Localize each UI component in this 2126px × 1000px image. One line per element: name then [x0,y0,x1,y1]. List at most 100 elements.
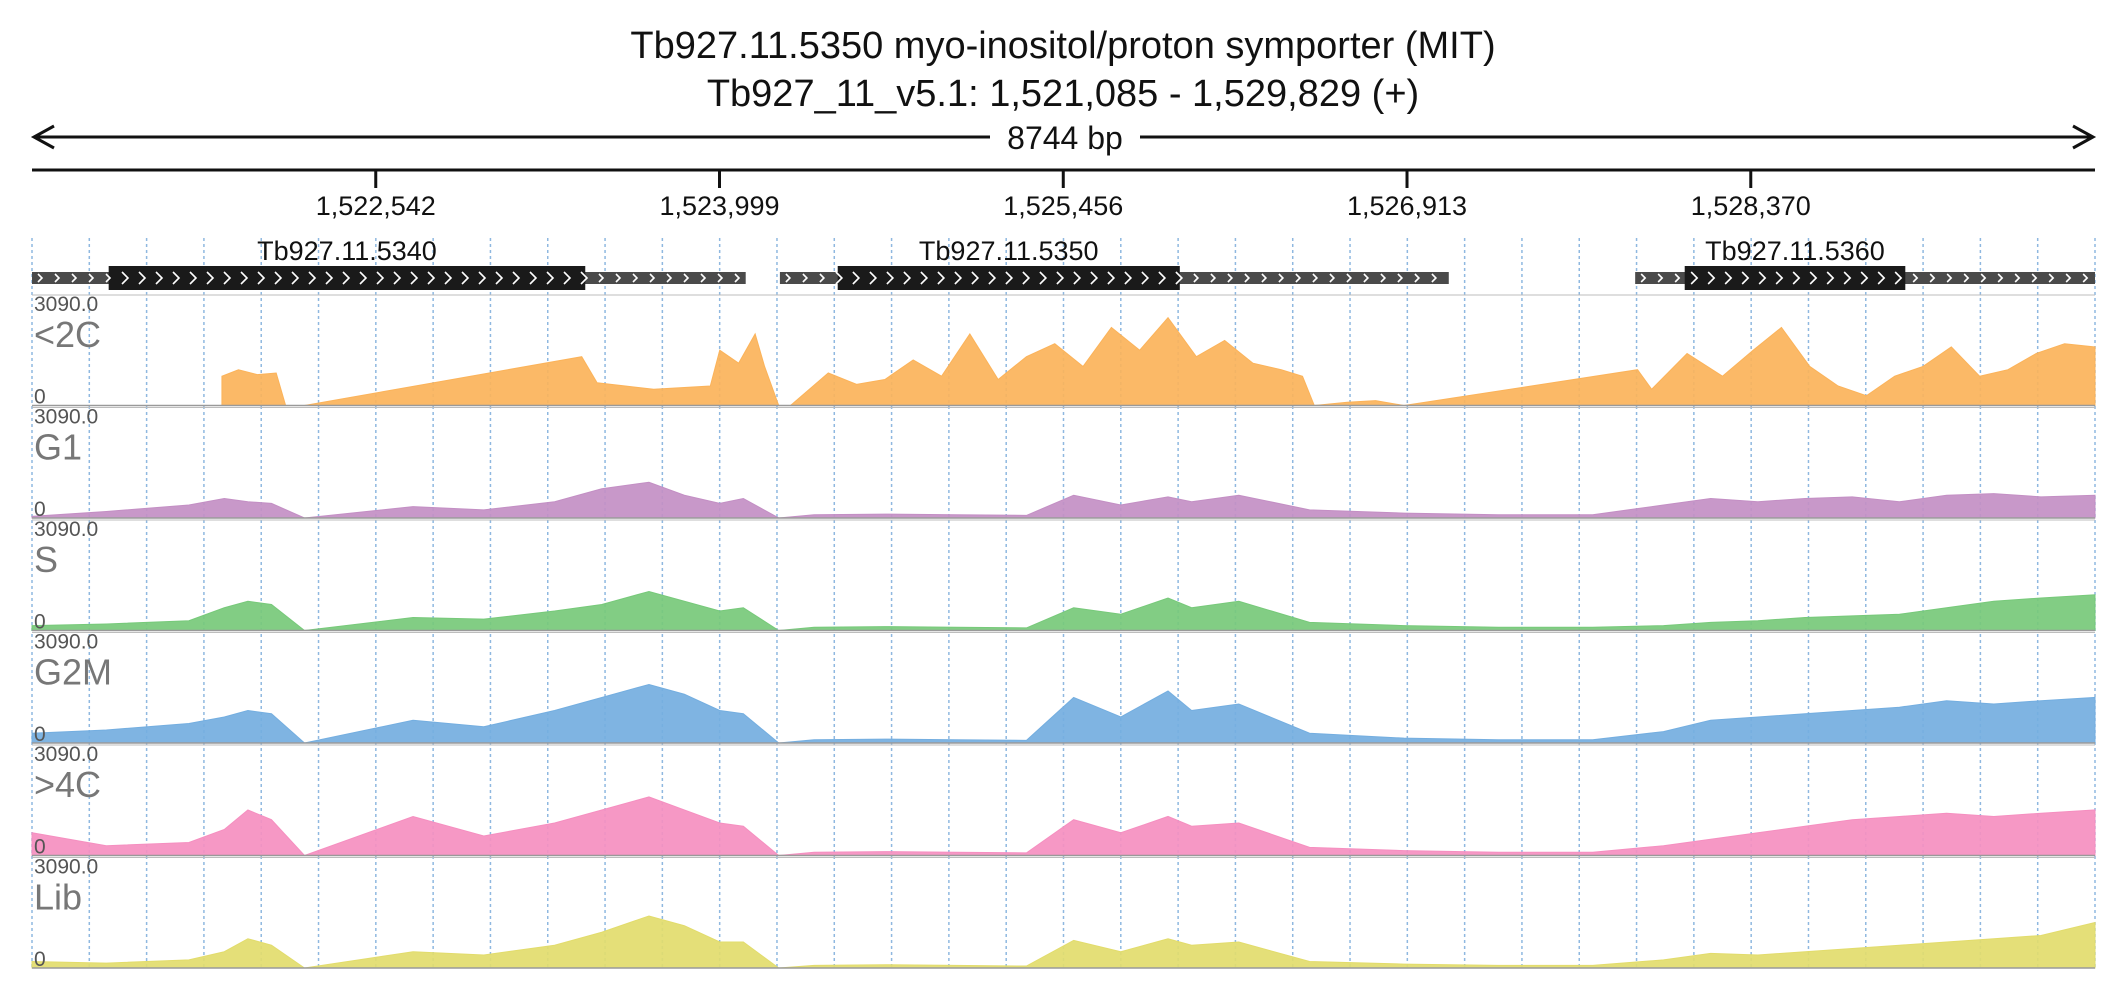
strand-arrow-icon [632,273,639,283]
strand-arrow-icon [683,273,690,283]
span-arrow-right-icon [2072,124,2097,150]
strand-arrow-icon [1278,273,1285,283]
strand-arrow-icon [1346,273,1353,283]
span-arrow-left-icon [30,124,55,150]
strand-arrow-icon [376,271,385,285]
strand-arrow-icon [1141,271,1150,285]
strand-arrow-icon [1329,273,1336,283]
strand-arrow-icon [189,271,198,285]
gene-cds [837,266,1180,290]
strand-arrow-icon [37,273,44,283]
strand-arrow-icon [2014,273,2021,283]
strand-arrow-icon [1826,271,1835,285]
strand-arrow-icon [325,271,334,285]
track-ymax-label: 3090.0 [34,406,98,429]
ruler-tick-label: 1,528,370 [1691,191,1811,221]
strand-arrow-icon [1363,273,1370,283]
track-name: <2C [34,314,101,355]
strand-arrow-icon [1860,271,1869,285]
strand-arrow-icon [580,271,589,285]
strand-arrow-icon [1877,271,1886,285]
strand-arrow-icon [2031,273,2038,283]
track-name: S [34,539,58,580]
strand-arrow-icon [410,271,419,285]
strand-arrow-icon [717,273,724,283]
strand-arrow-icon [1657,273,1664,283]
ruler-tick-label: 1,522,542 [316,191,436,221]
strand-arrow-icon [1431,273,1438,283]
strand-arrow-icon [666,273,673,283]
strand-arrow-icon [1946,273,1953,283]
strand-arrow-icon [649,273,656,283]
coverage-area [31,481,2096,519]
chart-subtitle: Tb927_11_v5.1: 1,521,085 - 1,529,829 (+) [706,73,1420,115]
strand-arrow-icon [71,273,78,283]
strand-arrow-icon [444,271,453,285]
strand-arrow-icon [478,271,487,285]
strand-arrow-icon [1175,271,1184,285]
track-ymax-label: 3090.0 [34,743,98,766]
strand-arrow-icon [1963,273,1970,283]
strand-arrow-icon [1380,273,1387,283]
strand-arrow-icon [393,271,402,285]
strand-arrow-icon [54,273,61,283]
strand-arrow-icon [461,271,470,285]
strand-arrow-icon [2065,273,2072,283]
strand-arrow-icon [988,271,997,285]
ruler-tick-label: 1,523,999 [659,191,779,221]
strand-arrow-icon [1674,273,1681,283]
strand-arrow-icon [342,271,351,285]
strand-arrow-icon [1056,271,1065,285]
strand-arrow-icon [1244,273,1251,283]
strand-arrow-icon [1758,271,1767,285]
strand-arrow-icon [240,271,249,285]
strand-arrow-icon [886,271,895,285]
strand-arrow-icon [1090,271,1099,285]
strand-arrow-icon [1005,271,1014,285]
strand-arrow-icon [1640,273,1647,283]
strand-arrow-icon [1809,271,1818,285]
strand-arrow-icon [1741,271,1750,285]
strand-arrow-icon [105,273,112,283]
strand-arrow-icon [2048,273,2055,283]
strand-arrow-icon [529,271,538,285]
strand-arrow-icon [1980,273,1987,283]
strand-arrow-icon [1039,271,1048,285]
strand-arrow-icon [835,271,844,285]
strand-arrow-icon [1792,271,1801,285]
strand-arrow-icon [359,271,368,285]
track-name: G1 [34,427,82,468]
strand-arrow-icon [819,273,826,283]
track-ymin-label: 0 [34,723,46,746]
strand-arrow-icon [1397,273,1404,283]
strand-arrow-icon [1912,273,1919,283]
strand-arrow-icon [1227,273,1234,283]
strand-arrow-icon [920,271,929,285]
strand-arrow-icon [852,271,861,285]
track-name: G2M [34,652,112,693]
strand-arrow-icon [495,271,504,285]
coverage-area [31,796,2096,857]
strand-arrow-icon [138,271,147,285]
track-ymax-label: 3090.0 [34,518,98,541]
strand-arrow-icon [1997,273,2004,283]
strand-arrow-icon [1929,273,1936,283]
strand-arrow-icon [512,271,521,285]
strand-arrow-icon [1073,271,1082,285]
strand-arrow-icon [546,271,555,285]
strand-arrow-icon [206,271,215,285]
strand-arrow-icon [785,273,792,283]
track-ymin-label: 0 [34,386,46,409]
strand-arrow-icon [1022,271,1031,285]
strand-arrow-icon [121,271,130,285]
coverage-area [31,683,2096,744]
track-ymin-label: 0 [34,948,46,971]
track-ymax-label: 3090.0 [34,293,98,316]
strand-arrow-icon [734,273,741,283]
ruler-tick-label: 1,526,913 [1347,191,1467,221]
strand-arrow-icon [903,271,912,285]
strand-arrow-icon [1894,271,1903,285]
strand-arrow-icon [1261,273,1268,283]
strand-arrow-icon [1107,271,1116,285]
track-ymin-label: 0 [34,611,46,634]
